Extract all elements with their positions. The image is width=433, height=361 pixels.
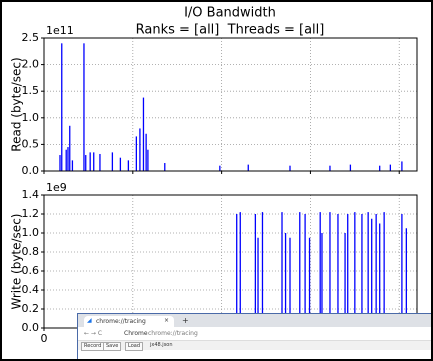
page: I/O BandwidthRanks = [all] Threads = [al… [0,0,433,361]
frame [0,0,433,361]
